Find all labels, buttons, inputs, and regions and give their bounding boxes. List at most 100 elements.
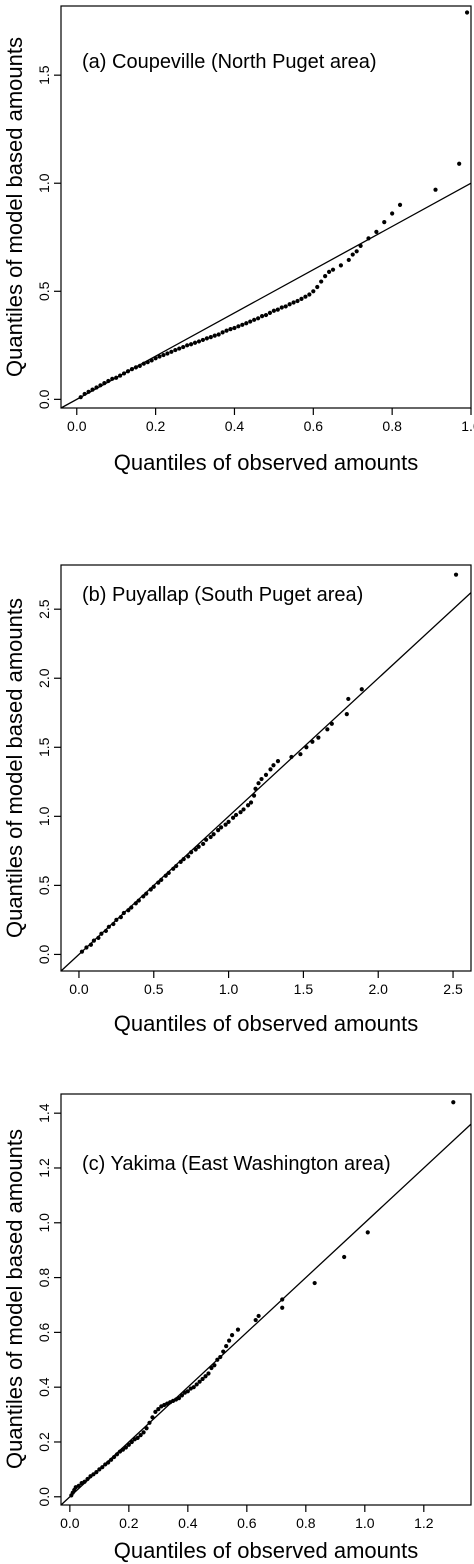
panel-b: (b) Puyallap (South Puget area) 0.0 0.5 1.… [2,564,472,1036]
data-point [219,825,224,830]
data-point [319,279,324,284]
data-point [163,873,168,878]
y-tick-label: 0.2 [36,1432,52,1452]
data-point [280,1305,285,1310]
data-point [307,292,312,297]
data-point [153,356,158,361]
data-point [171,866,176,871]
data-point [114,1452,120,1457]
data-point [216,828,221,833]
data-point [145,360,150,365]
data-point [173,347,178,353]
data-point [126,1442,131,1447]
x-axis-title: Quantiles of observed amounts [114,1538,419,1563]
data-point [192,340,198,345]
x-tick-label: 0.5 [144,981,164,997]
data-point [230,815,236,820]
data-point [197,1379,202,1384]
data-point [229,1333,235,1338]
x-tick-label: 2.5 [443,981,463,997]
data-point [82,391,87,397]
x-tick-label: 1.0 [219,981,239,997]
data-point [135,1435,140,1440]
data-point [289,754,294,760]
data-point [259,314,265,319]
plot-frame [60,5,472,409]
y-tick-label: 1.0 [36,806,52,826]
data-point [141,361,146,366]
data-point [110,376,115,381]
panel-c: (c) Yakima (East Washington area) 0.0 0.2… [2,1093,472,1563]
data-point [185,343,190,348]
y-tick-label: 0.4 [36,1377,52,1397]
data-point [200,1376,205,1382]
panel-a: (a) Coupeville (North Puget area) 0.0 0.2… [2,5,474,475]
data-point [100,1465,105,1470]
data-point [204,336,209,341]
data-point [103,928,108,934]
data-point [366,236,371,241]
data-point [275,758,281,764]
data-points [69,1100,456,1498]
data-point [252,317,257,322]
data-point [325,727,330,732]
data-point [161,352,166,358]
data-point [238,810,243,815]
data-point [216,332,221,337]
data-point [159,877,164,882]
data-point [196,339,202,344]
data-point [209,1365,214,1371]
y-tick-label: 0.8 [36,1268,52,1288]
data-point [193,847,198,852]
y-axis-ticks: 0.0 0.5 1.0 1.5 2.0 2.5 [36,599,61,964]
x-tick-label: 0.2 [119,1515,139,1531]
data-point [91,1472,96,1477]
y-tick-label: 0.5 [36,875,52,895]
data-point [90,387,95,392]
data-point [94,385,99,390]
data-point [316,735,321,740]
y-tick-label: 2.5 [36,599,52,619]
data-point [111,1454,117,1460]
data-point [178,859,183,865]
data-point [208,335,213,340]
data-point [271,308,276,313]
data-point [208,834,213,840]
data-point [137,363,142,368]
data-point [141,1430,146,1435]
data-point [114,917,119,923]
data-point [303,294,308,299]
data-point [165,351,170,356]
data-point [179,1393,185,1398]
data-point [126,908,131,913]
data-point [329,721,334,726]
x-tick-label: 0.6 [304,418,324,434]
data-point [111,921,116,927]
data-point [221,1349,226,1354]
x-tick-label: 0.0 [60,1515,80,1531]
data-point [133,901,138,906]
x-tick-label: 1.5 [294,981,314,997]
data-point [224,328,229,333]
data-point [106,378,111,384]
y-tick-label: 0.0 [36,1487,52,1507]
data-point [181,857,186,862]
data-point [226,819,231,824]
data-points [78,10,470,400]
plot-frame [60,1093,472,1506]
data-point [279,305,284,310]
data-point [196,844,201,849]
data-point [233,812,239,818]
data-point [129,366,135,372]
x-tick-label: 0.4 [225,418,245,434]
data-point [120,1447,126,1452]
data-point [191,1385,196,1390]
data-point [253,786,258,791]
data-point [253,1317,258,1323]
data-point [129,905,134,910]
data-point [283,304,288,309]
x-tick-label: 0.4 [178,1515,198,1531]
data-point [176,1396,182,1401]
data-point [275,307,280,312]
